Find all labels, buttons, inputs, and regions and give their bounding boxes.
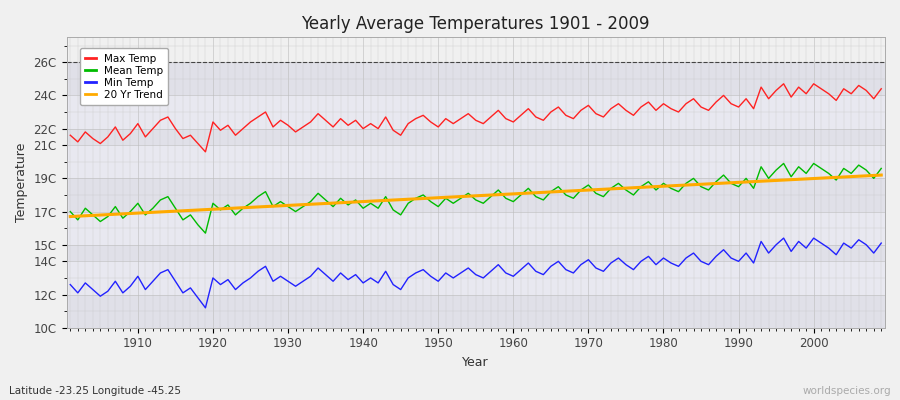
Text: Latitude -23.25 Longitude -45.25: Latitude -23.25 Longitude -45.25: [9, 386, 181, 396]
X-axis label: Year: Year: [463, 356, 489, 369]
Bar: [67, 128, 885, 145]
Title: Yearly Average Temperatures 1901 - 2009: Yearly Average Temperatures 1901 - 2009: [302, 15, 650, 33]
Bar: [67, 294, 885, 328]
Bar: [67, 178, 885, 212]
Bar: [67, 145, 885, 178]
Legend: Max Temp, Mean Temp, Min Temp, 20 Yr Trend: Max Temp, Mean Temp, Min Temp, 20 Yr Tre…: [80, 48, 168, 105]
Bar: [67, 245, 885, 261]
Text: worldspecies.org: worldspecies.org: [803, 386, 891, 396]
Bar: [67, 62, 885, 96]
Bar: [67, 212, 885, 245]
Y-axis label: Temperature: Temperature: [15, 143, 28, 222]
Bar: [67, 96, 885, 128]
Bar: [67, 261, 885, 294]
